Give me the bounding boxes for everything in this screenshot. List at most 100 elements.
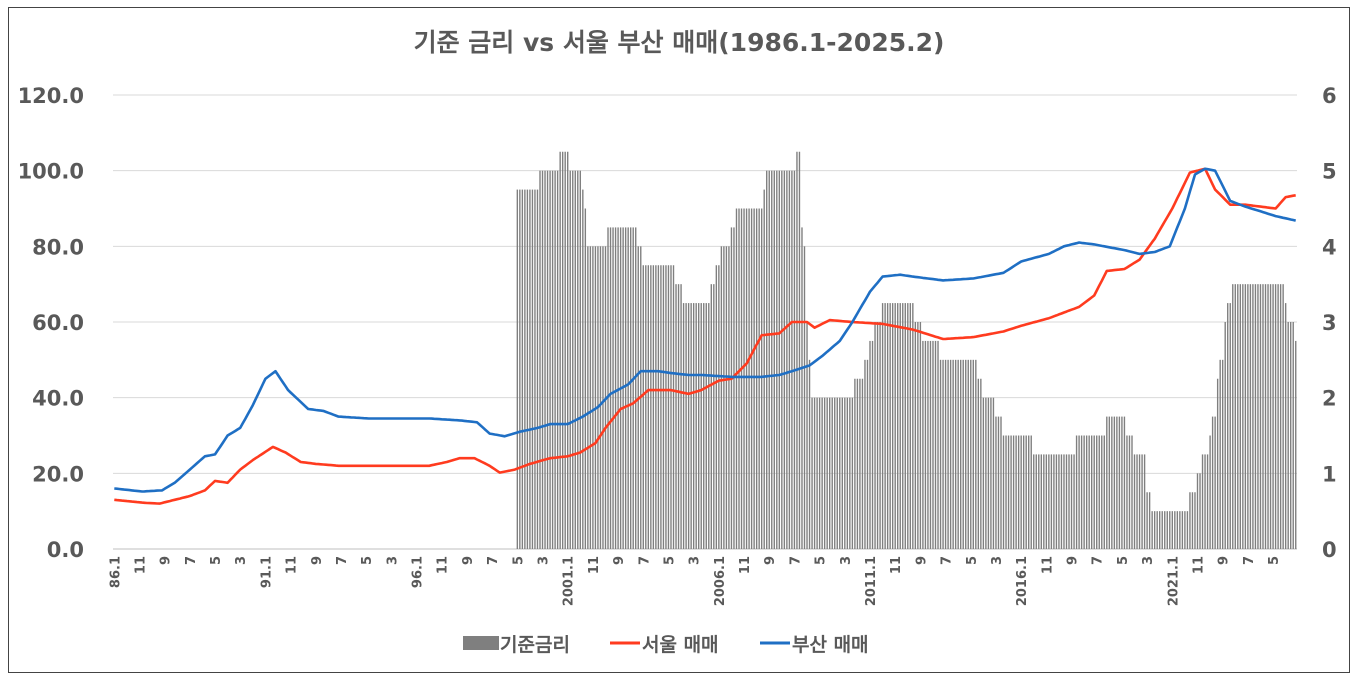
x-tick-label: 11 — [1040, 556, 1055, 574]
rate-bar — [1176, 511, 1179, 549]
rate-bar — [650, 265, 652, 549]
rate-bar — [614, 227, 617, 549]
rate-bar — [703, 303, 705, 549]
rate-bar — [929, 340, 932, 549]
rate-bar — [1221, 359, 1224, 549]
rate-bar — [841, 397, 843, 549]
rate-bar — [1108, 416, 1111, 549]
rate-bar — [682, 303, 685, 549]
rate-bar — [1174, 511, 1176, 549]
rate-bar — [788, 170, 791, 549]
rate-bar — [529, 189, 531, 550]
right-y-tick-label: 2 — [1322, 387, 1337, 411]
rate-bar — [937, 340, 939, 549]
rate-bar — [755, 208, 758, 549]
rate-bar — [713, 284, 715, 549]
x-tick-label: 5 — [1116, 556, 1131, 565]
x-tick-label: 11 — [285, 556, 300, 574]
x-tick-label: 7 — [1091, 556, 1106, 565]
rate-bar — [1189, 492, 1191, 549]
rate-bar — [1085, 435, 1088, 549]
rate-bar — [1186, 511, 1189, 549]
rate-bar — [667, 265, 670, 549]
rate-bar — [1005, 435, 1007, 549]
x-tick-label: 9 — [1066, 556, 1081, 565]
rate-bar — [1065, 454, 1068, 549]
rate-bar — [1015, 435, 1017, 549]
rate-bar — [766, 170, 768, 549]
x-tick-label: 9 — [1217, 556, 1232, 565]
x-tick-label: 9 — [612, 556, 627, 565]
x-tick-label: 11 — [587, 556, 602, 574]
rate-bar — [1290, 322, 1292, 549]
left-y-axis: 0.0 20.0 40.0 60.0 80.0 100.0 120.0 — [18, 84, 84, 562]
rate-bar — [1045, 454, 1048, 549]
rate-bar — [536, 189, 539, 550]
right-y-tick-label: 4 — [1322, 235, 1337, 259]
rate-bar — [750, 208, 753, 549]
rate-bar — [801, 227, 803, 549]
rate-bar — [1050, 454, 1053, 549]
rate-bar — [612, 227, 614, 549]
rate-bar — [1126, 435, 1128, 549]
rate-bar — [1287, 322, 1289, 549]
rate-bar — [662, 265, 665, 549]
rate-bar — [657, 265, 660, 549]
rate-bar — [1232, 284, 1234, 549]
rate-bar — [1196, 473, 1199, 549]
rate-bar — [1269, 284, 1272, 549]
rate-bar — [871, 340, 874, 549]
rate-bar — [836, 397, 838, 549]
rate-bar — [1007, 435, 1010, 549]
rate-bar — [1133, 454, 1136, 549]
rate-bar — [1080, 435, 1083, 549]
rate-bar — [561, 151, 564, 549]
rate-bar — [705, 303, 707, 549]
rate-bar — [917, 322, 919, 549]
rate-bar — [1184, 511, 1186, 549]
x-tick-label: 5 — [965, 556, 980, 565]
rate-bar — [1028, 435, 1030, 549]
rate-bar — [680, 284, 682, 549]
rate-bar — [763, 189, 765, 550]
rate-bar — [526, 189, 529, 550]
rate-bar — [758, 208, 760, 549]
rate-bar — [544, 170, 546, 549]
rate-bar — [894, 303, 896, 549]
x-tick-label: 7 — [335, 556, 350, 565]
rate-bar — [1020, 435, 1022, 549]
rate-bar — [524, 189, 526, 550]
rate-bar — [692, 303, 695, 549]
rate-bar — [970, 359, 972, 549]
right-y-tick-label: 5 — [1322, 160, 1337, 184]
x-tick-label: 7 — [184, 556, 199, 565]
rate-bar — [1191, 492, 1194, 549]
x-tick-label: 2011.1 — [864, 556, 879, 606]
rate-bar — [1229, 303, 1231, 549]
rate-bar — [665, 265, 667, 549]
x-tick-label: 5 — [1267, 556, 1282, 565]
left-y-tick-label: 60.0 — [32, 311, 84, 335]
rate-bar — [1159, 511, 1161, 549]
x-tick-label: 11 — [134, 556, 149, 574]
x-tick-label: 5 — [511, 556, 526, 565]
rate-bar — [1025, 435, 1027, 549]
rate-bar — [531, 189, 534, 550]
right-y-tick-label: 0 — [1322, 538, 1337, 562]
rate-bar — [1279, 284, 1282, 549]
rate-bar — [1219, 359, 1221, 549]
x-tick-label: 11 — [738, 556, 753, 574]
rate-bar — [1171, 511, 1173, 549]
x-tick-label: 7 — [1242, 556, 1257, 565]
rate-bar — [811, 397, 813, 549]
rate-bar — [1244, 284, 1247, 549]
rate-bar — [738, 208, 740, 549]
rate-bar — [786, 170, 788, 549]
rate-bar — [1073, 454, 1075, 549]
rate-bar — [1141, 454, 1143, 549]
rate-bar — [889, 303, 891, 549]
rate-bar — [839, 397, 841, 549]
rate-bar — [876, 322, 879, 549]
rate-bar — [1259, 284, 1262, 549]
